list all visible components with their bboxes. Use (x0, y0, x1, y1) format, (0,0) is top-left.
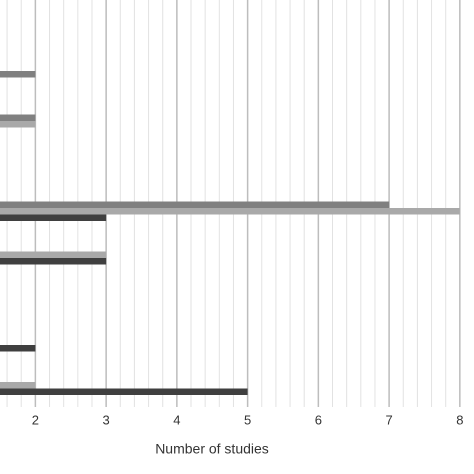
x-tick-label: 8 (456, 412, 463, 427)
x-tick-label: 4 (173, 412, 180, 427)
bar (0, 388, 248, 395)
bar (0, 208, 460, 215)
x-tick-label: 3 (103, 412, 110, 427)
x-tick-label: 6 (315, 412, 322, 427)
bar (0, 71, 36, 78)
bar (0, 382, 36, 389)
bar (0, 121, 36, 128)
bar (0, 251, 107, 258)
bar (0, 201, 390, 208)
x-tick-label: 5 (244, 412, 251, 427)
bar (0, 258, 107, 265)
x-axis-title: Number of studies (155, 441, 269, 457)
bar (0, 214, 107, 221)
x-tick-label: 7 (385, 412, 392, 427)
bar (0, 345, 36, 352)
x-tick-label: 2 (32, 412, 39, 427)
bars (0, 71, 460, 395)
bar (0, 114, 36, 121)
